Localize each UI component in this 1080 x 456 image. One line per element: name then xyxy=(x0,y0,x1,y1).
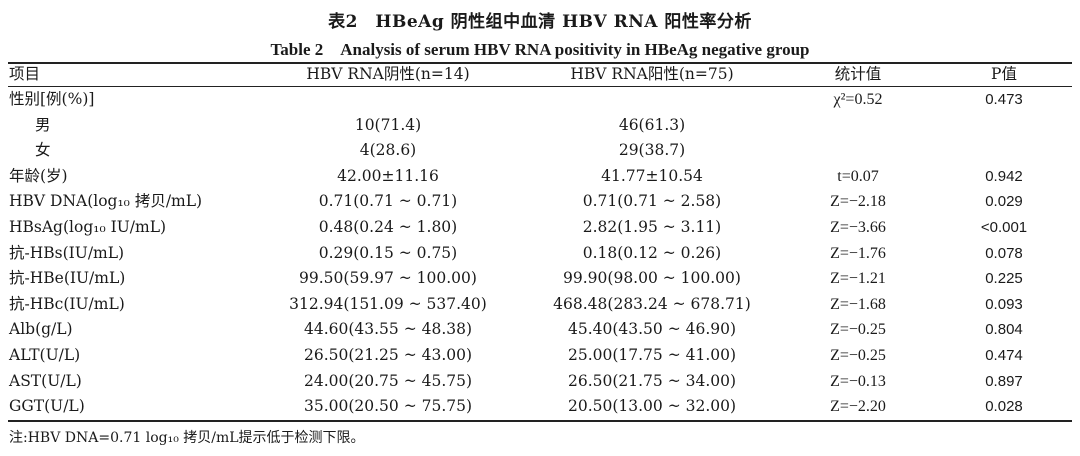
table-row: 女 4(28.6) 29(38.7) xyxy=(0,138,1080,163)
row-item: AST(U/L) xyxy=(9,371,82,390)
statistic-value xyxy=(798,113,918,138)
table-caption-english: Table 2 Analysis of serum HBV RNA positi… xyxy=(270,40,810,59)
statistic-value: Z=−0.25 xyxy=(830,347,886,364)
rna-negative-value: 10(71.4) xyxy=(354,115,422,134)
table-row: AST(U/L) 24.00(20.75 ~ 45.75) 26.50(21.75 … xyxy=(0,369,1080,394)
row-item: HBV DNA(log₁₀ 拷贝/mL) xyxy=(9,192,203,211)
table-row: Alb(g/L) 44.60(43.55 ~ 48.38) 45.40(43.50 … xyxy=(0,317,1080,342)
row-item: GGT(U/L) xyxy=(9,397,85,416)
rna-positive-value: 99.90(98.00 ~ 100.00) xyxy=(563,269,741,288)
row-item: 年龄(岁) xyxy=(9,166,68,185)
rna-negative-value: 0.48(0.24 ~ 1.80) xyxy=(318,218,458,236)
statistic-value: Z=−2.20 xyxy=(830,398,886,416)
rna-negative-value: 26.50(21.25 ~ 43.00) xyxy=(303,346,473,364)
rna-positive-value: 0.71(0.71 ~ 2.58) xyxy=(582,192,722,211)
row-item: Alb(g/L) xyxy=(9,320,73,339)
rna-positive-value: 29(38.7) xyxy=(618,141,686,160)
row-item: 抗-HBc(IU/mL) xyxy=(9,294,125,313)
table-row: 抗-HBe(IU/mL) 99.50(59.97 ~ 100.00) 99.90(9… xyxy=(0,266,1080,291)
rna-positive-value: 45.40(43.50 ~ 46.90) xyxy=(567,320,737,339)
p-value: 0.942 xyxy=(985,167,1023,185)
p-value: 0.029 xyxy=(985,193,1023,211)
statistic-value: χ²=0.52 xyxy=(833,91,883,108)
header-item: 项目 xyxy=(9,65,41,83)
header-statistic: 统计值 xyxy=(834,65,882,83)
p-value xyxy=(942,113,1066,138)
table-row: 抗-HBs(IU/mL) 0.29(0.15 ~ 0.75) 0.18(0.12 ~… xyxy=(0,241,1080,266)
table-row: 性别[例(%)] χ²=0.52 0.473 xyxy=(0,87,1080,112)
header-rna-positive: HBV RNA阳性(n=75) xyxy=(570,65,734,83)
p-value: 0.225 xyxy=(985,270,1023,288)
table-footnote: 注:HBV DNA=0.71 log₁₀ 拷贝/mL提示低于检测下限。 xyxy=(9,430,365,446)
statistic-value: Z=−0.13 xyxy=(830,372,886,390)
header-p-value: P值 xyxy=(991,65,1017,83)
rna-positive-value: 468.48(283.24 ~ 678.71) xyxy=(553,294,751,313)
table-row: 抗-HBc(IU/mL) 312.94(151.09 ~ 537.40) 468.4… xyxy=(0,292,1080,317)
rna-positive-value: 41.77±10.54 xyxy=(601,166,703,185)
statistic-value: Z=−1.21 xyxy=(830,270,886,288)
table-header-row: 项目 HBV RNA阴性(n=14) HBV RNA阳性(n=75) 统计值 P… xyxy=(0,62,1080,87)
p-value: 0.897 xyxy=(985,372,1023,390)
table-header-rule xyxy=(8,86,1072,87)
rna-positive-value: 2.82(1.95 ~ 3.11) xyxy=(582,218,722,236)
table-top-rule xyxy=(8,62,1072,64)
rna-positive-value: 46(61.3) xyxy=(618,115,686,134)
statistic-value: Z=−3.66 xyxy=(830,219,886,236)
rna-negative-value: 44.60(43.55 ~ 48.38) xyxy=(303,320,473,339)
statistic-value xyxy=(798,138,918,163)
row-item: 男 xyxy=(35,115,51,134)
table-row: 年龄(岁) 42.00±11.16 41.77±10.54 t=0.07 0.942 xyxy=(0,164,1080,189)
table-row: HBsAg(log₁₀ IU/mL) 0.48(0.24 ~ 1.80) 2.82(… xyxy=(0,215,1080,240)
row-item: 抗-HBs(IU/mL) xyxy=(9,243,125,262)
rna-positive-value: 0.18(0.12 ~ 0.26) xyxy=(582,243,722,262)
header-rna-negative: HBV RNA阴性(n=14) xyxy=(306,65,470,83)
rna-positive-value: 20.50(13.00 ~ 32.00) xyxy=(567,397,737,416)
row-item: HBsAg(log₁₀ IU/mL) xyxy=(9,218,167,236)
row-item: ALT(U/L) xyxy=(9,346,81,364)
p-value: 0.473 xyxy=(985,91,1023,108)
row-item: 女 xyxy=(35,141,51,160)
rna-negative-value: 35.00(20.50 ~ 75.75) xyxy=(303,397,473,416)
p-value xyxy=(942,138,1066,163)
row-item: 性别[例(%)] xyxy=(9,90,95,108)
table-bottom-rule xyxy=(8,420,1072,422)
rna-negative-value: 0.71(0.71 ~ 0.71) xyxy=(318,192,458,211)
rna-negative-value: 42.00±11.16 xyxy=(337,166,439,185)
rna-negative-value: 0.29(0.15 ~ 0.75) xyxy=(318,243,458,262)
statistic-value: Z=−1.68 xyxy=(830,295,886,313)
table-row: HBV DNA(log₁₀ 拷贝/mL) 0.71(0.71 ~ 0.71) 0.7… xyxy=(0,189,1080,214)
table-row: 男 10(71.4) 46(61.3) xyxy=(0,113,1080,138)
rna-positive-value: 26.50(21.75 ~ 34.00) xyxy=(567,371,737,390)
rna-positive-value xyxy=(532,87,772,112)
rna-negative-value: 4(28.6) xyxy=(359,141,417,160)
p-value: 0.028 xyxy=(985,398,1023,416)
table-row: GGT(U/L) 35.00(20.50 ~ 75.75) 20.50(13.00 … xyxy=(0,394,1080,419)
rna-negative-value: 99.50(59.97 ~ 100.00) xyxy=(299,269,477,288)
row-item: 抗-HBe(IU/mL) xyxy=(9,269,126,288)
statistic-value: Z=−0.25 xyxy=(830,321,886,339)
table-caption-chinese: 表2 HBeAg 阴性组中血清 HBV RNA 阳性率分析 xyxy=(328,12,752,32)
statistic-value: Z=−1.76 xyxy=(830,244,886,262)
p-value: 0.804 xyxy=(985,321,1023,339)
statistic-value: t=0.07 xyxy=(837,167,879,185)
p-value: 0.474 xyxy=(985,347,1023,364)
p-value: 0.078 xyxy=(985,244,1023,262)
p-value: 0.093 xyxy=(985,295,1023,313)
rna-negative-value: 24.00(20.75 ~ 45.75) xyxy=(303,371,473,390)
p-value: <0.001 xyxy=(980,219,1028,236)
statistic-value: Z=−2.18 xyxy=(830,193,886,211)
table-row: ALT(U/L) 26.50(21.25 ~ 43.00) 25.00(17.75 … xyxy=(0,343,1080,368)
rna-negative-value xyxy=(268,87,508,112)
rna-negative-value: 312.94(151.09 ~ 537.40) xyxy=(289,294,487,313)
rna-positive-value: 25.00(17.75 ~ 41.00) xyxy=(567,346,737,364)
